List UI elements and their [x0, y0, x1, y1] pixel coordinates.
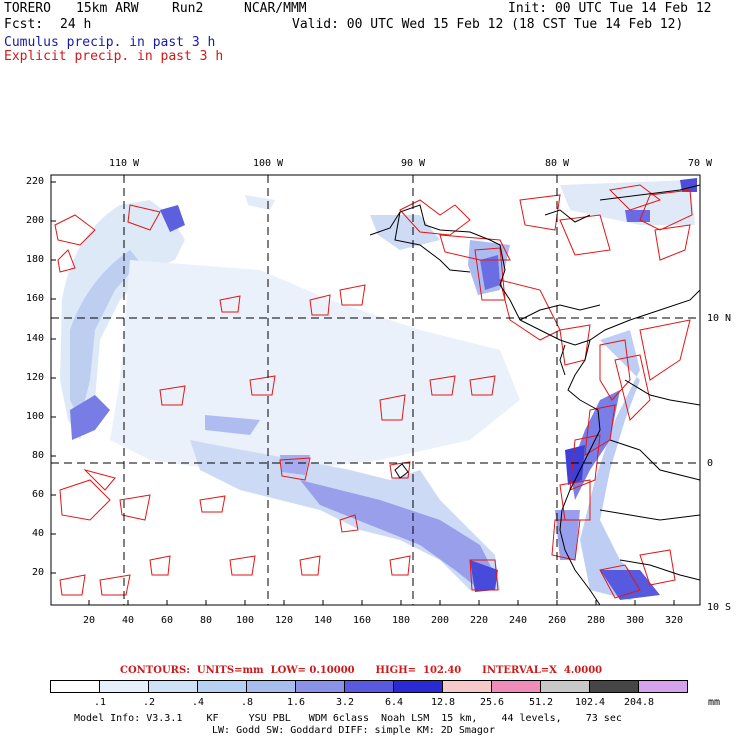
map-frame [50, 174, 701, 606]
x-tick-label: 320 [664, 615, 684, 626]
color-bar-label: 3.2 [335, 697, 355, 708]
color-bar-label: 12.8 [430, 697, 456, 708]
x-tick-label: 220 [469, 615, 489, 626]
color-bar-label: 102.4 [574, 697, 606, 708]
y-tick-label: 100 [25, 411, 44, 422]
y-tick-label: 20 [31, 567, 44, 578]
contour-info: CONTOURS: UNITS=mm LOW= 0.10000 HIGH= 10… [120, 665, 603, 676]
color-bar-label: .4 [191, 697, 205, 708]
color-bar-label: .1 [93, 697, 107, 708]
x-tick-label: 260 [547, 615, 567, 626]
lon-label: 100 W [252, 158, 284, 169]
legend-explicit: Explicit precip. in past 3 h [4, 49, 224, 64]
header-resolution: 15km ARW [76, 1, 139, 16]
color-bar-swatch [99, 680, 149, 693]
model-physics: LW: Godd SW: Goddard DIFF: simple KM: 2D… [212, 725, 495, 736]
color-bar-swatch [50, 680, 100, 693]
color-bar-swatch [442, 680, 492, 693]
color-bar-swatch [638, 680, 688, 693]
lon-label: 70 W [687, 158, 713, 169]
color-bar-label: 6.4 [384, 697, 404, 708]
header-org: NCAR/MMM [244, 1, 307, 16]
lon-label: 110 W [108, 158, 140, 169]
header-fcst-label: Fcst: [4, 17, 44, 32]
header-model: TORERO [4, 1, 51, 16]
model-info: Model Info: V3.3.1 KF YSU PBL WDM 6class… [74, 713, 622, 724]
color-bar-swatch [295, 680, 345, 693]
y-tick-label: 80 [31, 450, 44, 461]
header-valid: Valid: 00 UTC Wed 15 Feb 12 (18 CST Tue … [292, 17, 684, 32]
y-tick-label: 180 [25, 254, 44, 265]
color-bar-label: 204.8 [623, 697, 655, 708]
color-bar-swatch [540, 680, 590, 693]
y-tick-label: 40 [31, 528, 44, 539]
color-bar-label: 25.6 [479, 697, 505, 708]
header-fcst-value: 24 h [60, 17, 92, 32]
x-tick-label: 140 [313, 615, 333, 626]
color-bar-label: 1.6 [286, 697, 306, 708]
color-bar-swatch [589, 680, 639, 693]
lon-label: 80 W [544, 158, 570, 169]
x-tick-label: 100 [235, 615, 255, 626]
color-bar-swatch [246, 680, 296, 693]
lon-label: 90 W [400, 158, 426, 169]
color-bar-label: 51.2 [528, 697, 554, 708]
legend-cumulus: Cumulus precip. in past 3 h [4, 35, 216, 50]
x-tick-label: 160 [352, 615, 372, 626]
color-bar [50, 680, 688, 693]
lat-label: 0 [707, 458, 714, 469]
y-tick-label: 200 [25, 215, 44, 226]
precip-shading [60, 178, 697, 600]
color-bar-label: .2 [142, 697, 156, 708]
x-tick-label: 200 [430, 615, 450, 626]
x-tick-label: 120 [274, 615, 294, 626]
header-init: Init: 00 UTC Tue 14 Feb 12 [508, 1, 712, 16]
coastlines [369, 184, 701, 606]
lat-label: 10 N [707, 313, 732, 324]
color-bar-label: .8 [240, 697, 254, 708]
x-tick-label: 300 [625, 615, 645, 626]
x-tick-label: 80 [199, 615, 213, 626]
color-bar-swatch [491, 680, 541, 693]
x-tick-label: 20 [82, 615, 96, 626]
lat-label: 10 S [707, 602, 732, 613]
x-tick-label: 40 [121, 615, 135, 626]
y-tick-label: 140 [25, 333, 44, 344]
x-tick-label: 280 [586, 615, 606, 626]
y-tick-label: 120 [25, 372, 44, 383]
explicit-precip-contours [54, 184, 693, 599]
color-bar-swatch [393, 680, 443, 693]
color-bar-swatch [148, 680, 198, 693]
header-run: Run2 [172, 1, 204, 16]
y-tick-label: 220 [25, 176, 44, 187]
x-tick-label: 60 [160, 615, 174, 626]
axis-ticks [51, 181, 675, 605]
x-tick-label: 240 [508, 615, 528, 626]
color-bar-units: mm [708, 697, 721, 708]
x-tick-label: 180 [391, 615, 411, 626]
latlon-grid [51, 175, 701, 605]
color-bar-swatch [344, 680, 394, 693]
color-bar-swatch [197, 680, 247, 693]
y-tick-label: 160 [25, 293, 44, 304]
y-tick-label: 60 [31, 489, 44, 500]
